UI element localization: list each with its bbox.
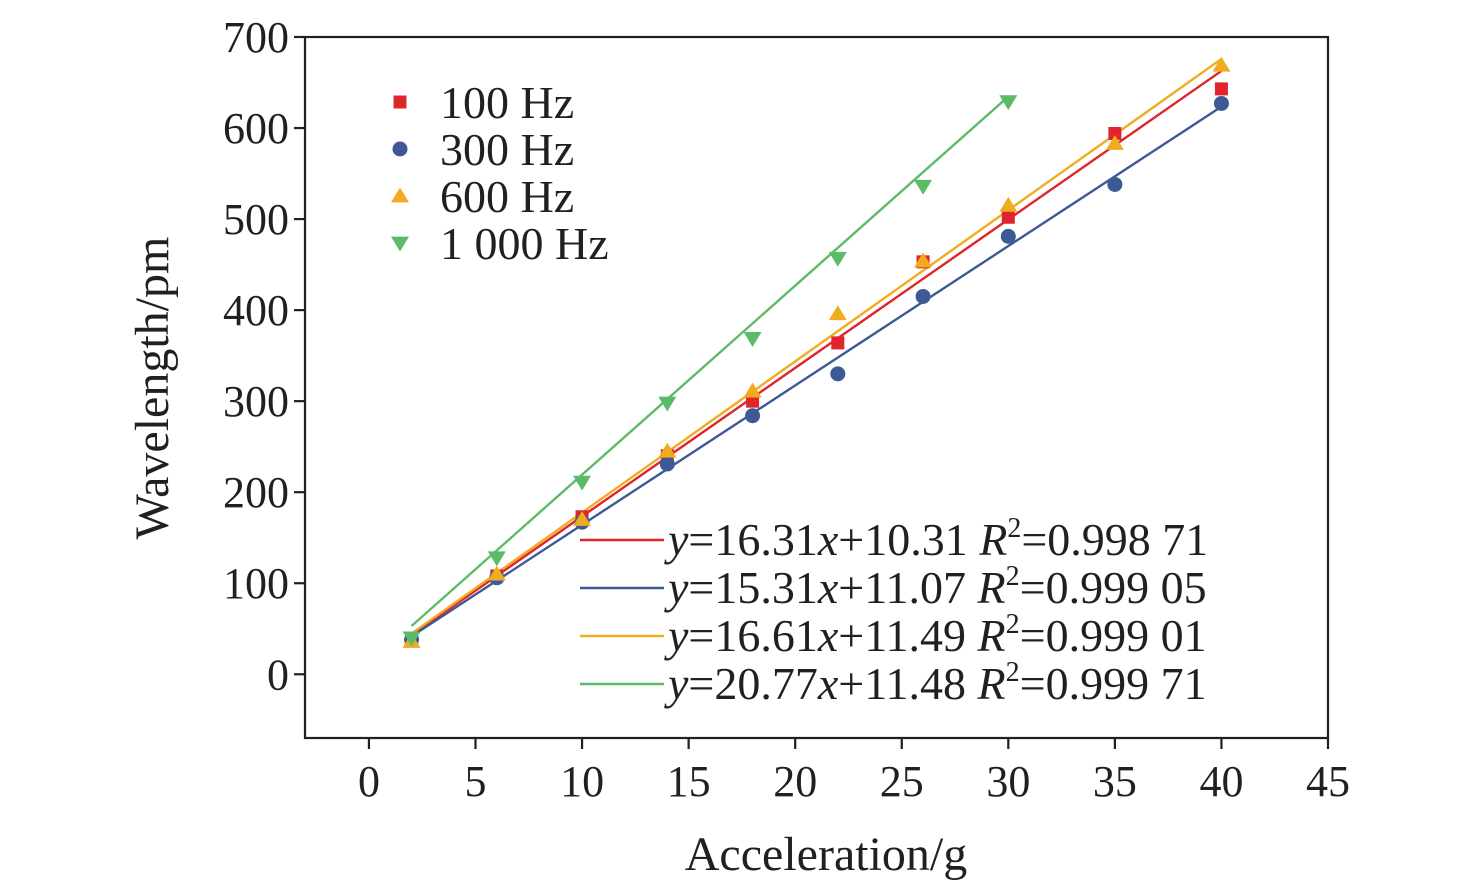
- data-point-1-000-hz: [743, 331, 762, 347]
- data-point-600-hz: [743, 382, 762, 398]
- x-tick-label: 35: [1093, 757, 1137, 806]
- y-tick-label: 600: [223, 104, 289, 153]
- x-tick-label: 15: [667, 757, 711, 806]
- data-point-300-hz: [745, 408, 761, 424]
- data-point-100-hz: [1108, 127, 1122, 141]
- data-point-600-hz: [1105, 135, 1124, 150]
- legend-marker-300-hz: [392, 141, 408, 157]
- x-tick-label: 20: [773, 757, 817, 806]
- data-point-1-000-hz: [658, 396, 677, 412]
- fit-line-300-hz: [410, 105, 1223, 638]
- legend-marker-600-hz: [391, 187, 409, 203]
- data-point-600-hz: [1212, 56, 1231, 72]
- data-point-1-000-hz: [914, 179, 933, 195]
- data-point-600-hz: [999, 196, 1018, 212]
- data-point-300-hz: [659, 456, 675, 472]
- fit-line-600-hz: [410, 57, 1223, 635]
- fit-line-1-000-hz: [410, 95, 1010, 627]
- data-point-1-000-hz: [999, 95, 1018, 111]
- data-point-1-000-hz: [828, 251, 847, 267]
- y-tick-label: 0: [267, 650, 289, 699]
- fit-line-100-hz: [410, 69, 1223, 637]
- y-tick-label: 700: [223, 13, 289, 62]
- axis-ticks: 0 5 10 15 20 25 30 35 40 45 0 100 200 300 400 500 600 700: [223, 13, 1350, 806]
- x-tick-label: 40: [1199, 757, 1243, 806]
- fit-equation-legend: y=16.31x+10.31 R2=0.998 71y=15.31x+11.07…: [580, 513, 1208, 709]
- fit-lines: [410, 57, 1223, 638]
- data-point-300-hz: [915, 288, 931, 304]
- data-point-1-000-hz: [402, 631, 421, 647]
- y-tick-label: 100: [223, 559, 289, 608]
- x-axis-title: Acceleration/g: [685, 828, 968, 881]
- data-point-600-hz: [828, 305, 847, 321]
- fit-equation-100-hz: y=16.31x+10.31 R2=0.998 71: [664, 513, 1208, 565]
- legend-label-1-000-hz: 1 000 Hz: [440, 218, 609, 269]
- y-tick-label: 500: [223, 195, 289, 244]
- fit-equation-600-hz: y=16.61x+11.49 R2=0.999 01: [664, 609, 1207, 661]
- legend-label-600-hz: 600 Hz: [440, 171, 574, 222]
- legend-label-300-hz: 300 Hz: [440, 124, 574, 175]
- legend-label-100-hz: 100 Hz: [440, 77, 574, 128]
- data-point-1-000-hz: [573, 475, 592, 491]
- data-point-100-hz: [746, 394, 760, 408]
- x-tick-label: 30: [986, 757, 1030, 806]
- x-tick-label: 45: [1306, 757, 1350, 806]
- fit-equation-300-hz: y=15.31x+11.07 R2=0.999 05: [664, 561, 1207, 613]
- x-tick-label: 10: [560, 757, 604, 806]
- x-tick-label: 5: [465, 757, 487, 806]
- data-point-600-hz: [573, 511, 592, 526]
- x-tick-label: 25: [880, 757, 924, 806]
- data-point-600-hz: [487, 565, 506, 581]
- data-points: [402, 56, 1231, 648]
- legend-marker-1-000-hz: [391, 236, 409, 252]
- y-tick-label: 300: [223, 377, 289, 426]
- x-tick-label: 0: [358, 757, 380, 806]
- data-point-100-hz: [1001, 210, 1015, 224]
- data-point-1-000-hz: [487, 551, 506, 567]
- legend-marker-100-hz: [393, 95, 407, 109]
- data-point-600-hz: [658, 442, 677, 458]
- y-axis-title: Wavelength/pm: [126, 237, 179, 540]
- data-point-300-hz: [1213, 95, 1229, 111]
- data-point-300-hz: [1107, 176, 1123, 192]
- data-point-100-hz: [1214, 82, 1228, 96]
- fit-equation-1-000-hz: y=20.77x+11.48 R2=0.999 71: [664, 657, 1207, 709]
- data-point-300-hz: [830, 366, 846, 382]
- plot-area-border: [303, 35, 1330, 740]
- y-tick-label: 200: [223, 468, 289, 517]
- data-point-300-hz: [1000, 228, 1016, 244]
- plot-frame: [303, 35, 1330, 740]
- y-tick-label: 400: [223, 286, 289, 335]
- data-point-600-hz: [914, 252, 933, 268]
- data-point-100-hz: [831, 336, 845, 350]
